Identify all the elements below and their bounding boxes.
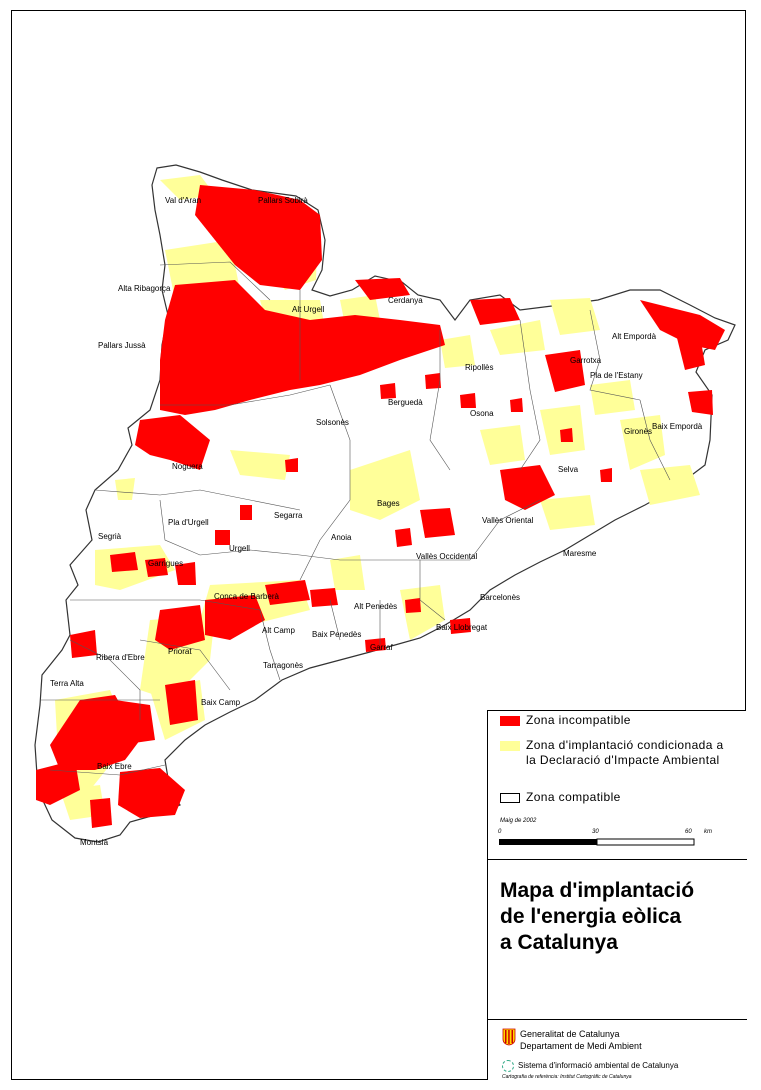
comarca-label: Solsonès <box>316 418 349 427</box>
comarca-label: Segarra <box>274 511 303 520</box>
credit-department: Departament de Medi Ambient <box>520 1041 642 1051</box>
comarca-label: Alt Urgell <box>292 305 325 314</box>
comarca-label: Barcelonès <box>480 593 520 602</box>
comarca-label: Berguedà <box>388 398 423 407</box>
comarca-label: Baix Llobregat <box>436 623 488 632</box>
comarca-label: Pla d'Urgell <box>168 518 209 527</box>
comarca-label: Baix Ebre <box>97 762 132 771</box>
legend-compatible-label: Zona compatible <box>526 790 621 804</box>
scale-tick-0: 0 <box>498 829 502 835</box>
scale-bar-graphic <box>499 838 695 846</box>
comarca-label: Cerdanya <box>388 296 423 305</box>
comarca-label: Noguera <box>172 462 203 471</box>
credit-generalitat: Generalitat de Catalunya <box>520 1029 620 1039</box>
comarca-label: Ribera d'Ebre <box>96 653 145 662</box>
comarca-label: Pallars Jussà <box>98 341 146 350</box>
scale-tick-30: 30 <box>592 829 599 835</box>
comarca-label: Vallès Oriental <box>482 516 534 525</box>
map-title: Mapa d'implantació de l'energia eòlica a… <box>500 879 695 954</box>
comarca-label: Conca de Barberà <box>214 592 279 601</box>
comarca-label: Osona <box>470 409 494 418</box>
comarca-label: Pla de l'Estany <box>590 371 643 380</box>
comarca-label: Gironès <box>624 427 652 436</box>
comarca-label: Garraf <box>370 643 393 652</box>
legend-compatible: Zona compatible <box>500 790 736 805</box>
scale-tick-60: 60 <box>685 829 692 835</box>
legend-incompatible-label: Zona incompatible <box>526 713 631 727</box>
comarca-label: Maresme <box>563 549 597 558</box>
credits: Generalitat de Catalunya Departament de … <box>488 1019 747 1081</box>
map-date: Maig de 2002 <box>500 818 537 824</box>
comarca-label: Segrià <box>98 532 122 541</box>
comarca-label: Pallars Sobirà <box>258 196 308 205</box>
comarca-label: Baix Penedès <box>312 630 361 639</box>
swatch-compatible <box>500 793 520 803</box>
comarca-labels: Pallars Sobirà Val d'Aran Alta Ribagorça Pa… <box>50 196 703 847</box>
comarca-label: Vallès Occidental <box>416 552 477 561</box>
comarca-label: Tarragonès <box>263 661 303 670</box>
comarca-label: Urgell <box>229 544 250 553</box>
comarca-label: Baix Empordà <box>652 422 703 431</box>
comarca-label: Val d'Aran <box>165 196 201 205</box>
swatch-incompatible <box>500 716 520 726</box>
comarca-label: Bages <box>377 499 400 508</box>
sia-logo-icon <box>502 1060 514 1072</box>
credit-system: Sistema d'informació ambiental de Catalu… <box>518 1061 679 1070</box>
legend-panel: Zona incompatible Zona d'implantació con… <box>487 710 747 1081</box>
comarca-label: Terra Alta <box>50 679 84 688</box>
legend-incompatible: Zona incompatible <box>500 713 736 728</box>
comarca-label: Priorat <box>168 647 192 656</box>
comarca-label: Alt Empordà <box>612 332 657 341</box>
comarca-label: Alt Penedès <box>354 602 397 611</box>
credit-footnote: Cartografia de referència: Institut Cart… <box>502 1074 632 1080</box>
scale-bar: 0 30 60 km <box>498 829 712 855</box>
comarca-label: Anoia <box>331 533 352 542</box>
title-box: Mapa d'implantació de l'energia eòlica a… <box>488 859 747 1019</box>
comarca-label: Alt Camp <box>262 626 295 635</box>
comarca-label: Alta Ribagorça <box>118 284 171 293</box>
swatch-conditioned <box>500 741 520 751</box>
comarca-label: Garrigues <box>148 559 183 568</box>
comarca-label: Ripollès <box>465 363 493 372</box>
comarca-label: Selva <box>558 465 579 474</box>
scale-unit: km <box>704 829 712 835</box>
comarca-borders <box>40 261 671 776</box>
legend-conditioned: Zona d'implantació condicionada a la Dec… <box>500 738 736 768</box>
legend-conditioned-label: Zona d'implantació condicionada a la Dec… <box>526 738 724 767</box>
generalitat-shield-icon <box>502 1028 516 1046</box>
comarca-label: Baix Camp <box>201 698 241 707</box>
comarca-label: Garrotxa <box>570 356 602 365</box>
comarca-label: Montsià <box>80 838 109 847</box>
